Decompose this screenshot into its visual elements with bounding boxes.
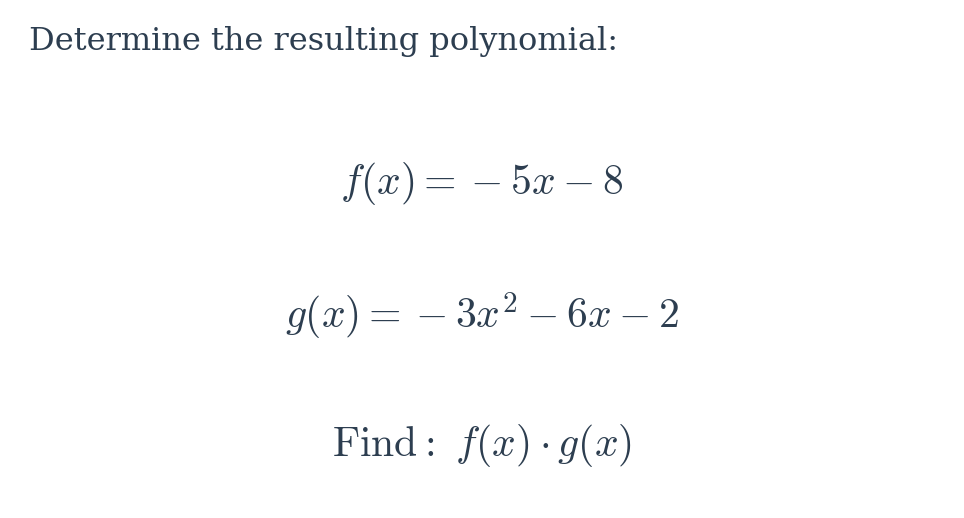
Text: $f(x) = -5x - 8$: $f(x) = -5x - 8$ bbox=[340, 161, 624, 207]
Text: $\mathrm{Find:}\ f(x) \cdot g(x)$: $\mathrm{Find:}\ f(x) \cdot g(x)$ bbox=[332, 422, 632, 469]
Text: Determine the resulting polynomial:: Determine the resulting polynomial: bbox=[29, 26, 618, 57]
Text: $g(x) = -3x^2 - 6x - 2$: $g(x) = -3x^2 - 6x - 2$ bbox=[285, 290, 679, 342]
